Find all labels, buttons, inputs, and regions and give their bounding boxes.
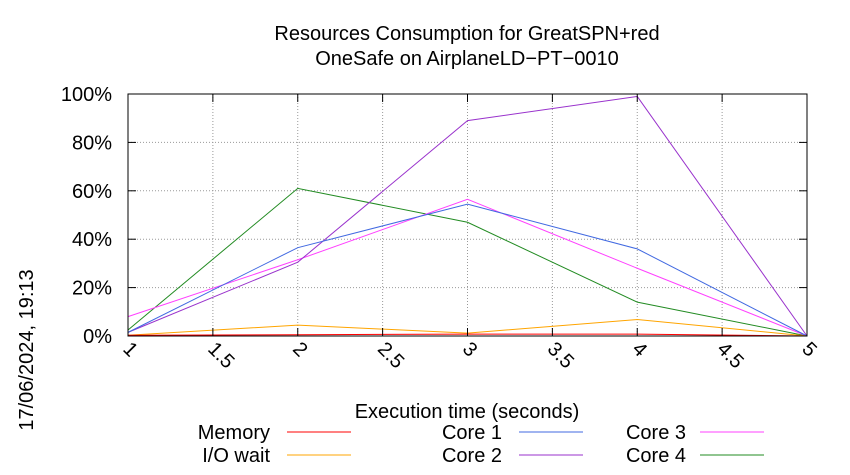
grid [127,93,808,337]
x-tick-label: 3.5 [543,338,578,373]
series-lines [127,95,808,337]
chart-subtitle: OneSafe on AirplaneLD−PT−0010 [315,48,619,70]
x-tick-label: 1 [118,338,141,361]
timestamp: 17/06/2024, 19:13 [16,269,38,430]
legend-label: Core 4 [626,445,686,467]
x-tick-label: 1.5 [203,338,238,373]
x-tick-label: 3 [458,338,481,361]
legend-label: Core 1 [442,422,502,444]
series-line-core-4 [127,187,808,337]
y-tick-label: 40% [72,229,112,251]
y-tick-label: 80% [72,132,112,154]
y-tick-label: 60% [72,181,112,203]
y-tick-label: 100% [61,84,112,106]
y-tick-label: 20% [72,278,112,300]
x-tick-label: 4.5 [713,338,748,373]
x-tick-label: 4 [628,338,651,361]
legend-label: I/O wait [202,445,270,467]
x-tick-label: 5 [797,338,820,361]
series-line-core-3 [127,198,808,337]
x-tick-label: 2.5 [373,338,408,373]
y-tick-label: 0% [83,326,112,348]
x-axis: 1 1.5 2 2.5 3 3.5 4 4.5 5 [118,94,821,373]
x-tick-label: 2 [288,338,311,361]
series-line-core-2 [127,95,808,337]
legend-label: Core 3 [626,422,686,444]
x-axis-label: Execution time (seconds) [355,401,580,423]
y-axis: 0% 20% 40% 60% 80% 100% [61,84,807,348]
legend-label: Memory [198,422,270,444]
chart-title: Resources Consumption for GreatSPN+red [274,23,659,45]
legend-label: Core 2 [442,445,502,467]
series-line-core-1 [127,203,808,337]
